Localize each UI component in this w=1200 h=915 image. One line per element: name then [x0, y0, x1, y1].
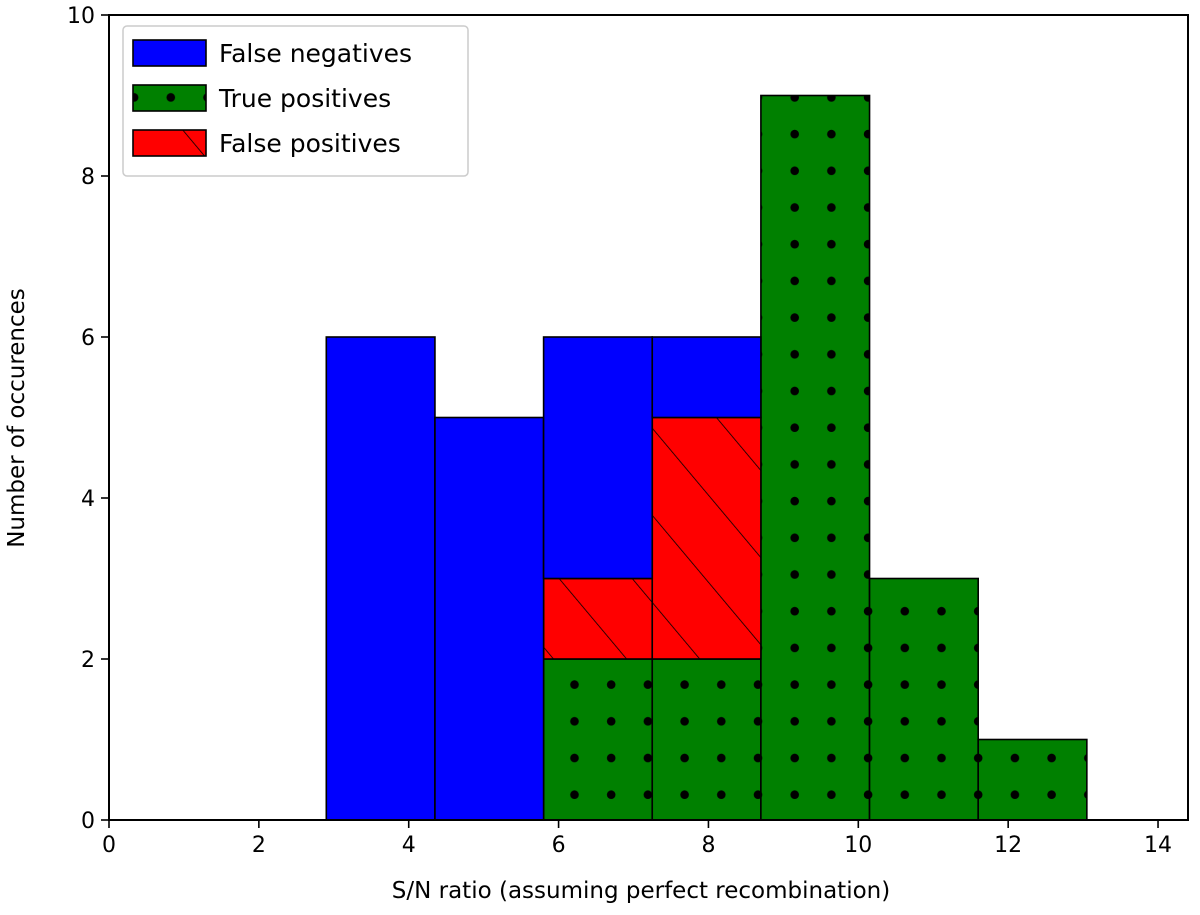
y-tick-label-4: 4 [81, 487, 95, 512]
y-tick-label-2: 2 [81, 648, 95, 673]
legend-entry-true-positives: True positives [132, 84, 391, 113]
ticks-layer: 0 2 4 6 8 10 12 14 0 2 4 6 8 10 [67, 4, 1172, 858]
bar-true-positives-7 [760, 94, 871, 821]
y-tick-label-10: 10 [67, 4, 95, 29]
bar-false-negatives-3 [325, 336, 436, 821]
legend-entry-false-positives: False positives [132, 129, 401, 158]
bars-layer [109, 94, 1188, 821]
x-tick-label-4: 4 [402, 833, 416, 858]
legend-label-false-negatives: False negatives [219, 39, 412, 68]
y-tick-label-8: 8 [81, 165, 95, 190]
bar-false-negatives-6 [651, 336, 762, 419]
x-tick-label-14: 14 [1144, 833, 1172, 858]
plot-frame [108, 14, 1189, 821]
bar-true-positives-5 [542, 658, 654, 821]
legend-swatch-false-positives [132, 129, 207, 157]
x-tick-label-6: 6 [552, 833, 566, 858]
bar-false-positives-5 [542, 577, 654, 660]
legend-label-false-positives: False positives [219, 129, 401, 158]
bar-true-positives-9 [977, 738, 1088, 821]
x-tick-label-12: 12 [994, 833, 1022, 858]
y-axis-title: Number of occurences [4, 288, 30, 548]
legend-swatch-false-negatives [132, 39, 207, 67]
bar-false-negatives-5 [542, 336, 654, 580]
legend: False negatives True positives False posit… [122, 25, 469, 177]
legend-frame [122, 25, 469, 177]
bar-false-positives-6 [651, 416, 762, 660]
axes-layer [108, 14, 1189, 821]
bar-false-negatives-4 [434, 416, 545, 821]
x-axis-title: S/N ratio (assuming perfect recombinatio… [392, 878, 890, 904]
x-tick-label-2: 2 [252, 833, 266, 858]
x-tick-label-8: 8 [701, 833, 715, 858]
legend-label-true-positives: True positives [218, 84, 391, 113]
legend-swatch-true-positives [132, 84, 207, 112]
legend-entry-false-negatives: False negatives [132, 39, 412, 68]
bar-true-positives-8 [868, 577, 979, 821]
bar-true-positives-6 [651, 658, 762, 821]
y-tick-label-0: 0 [81, 809, 95, 834]
y-tick-label-6: 6 [81, 326, 95, 351]
x-tick-label-10: 10 [844, 833, 872, 858]
x-tick-label-0: 0 [102, 833, 116, 858]
